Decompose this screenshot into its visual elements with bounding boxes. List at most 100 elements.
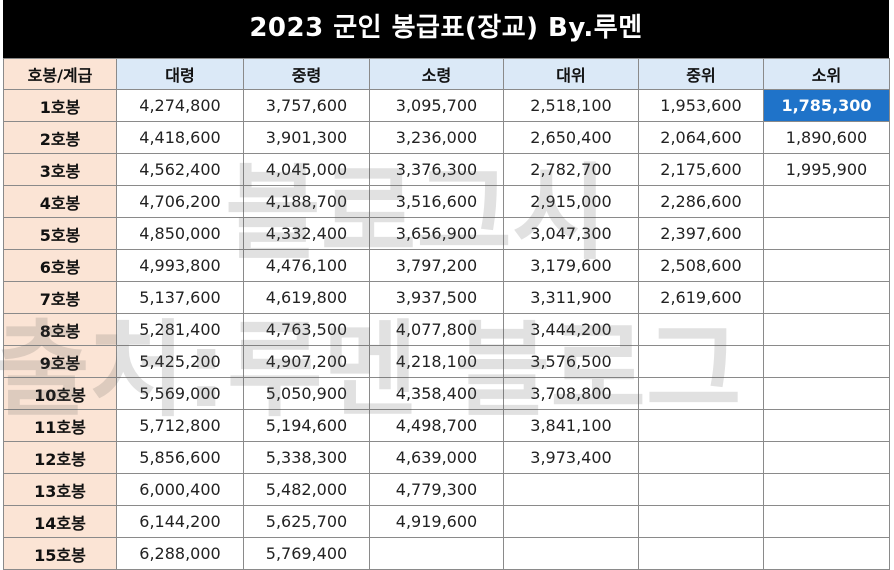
salary-cell[interactable]: 3,047,300 <box>503 217 639 250</box>
salary-cell[interactable]: 4,476,100 <box>243 249 370 282</box>
salary-cell[interactable] <box>638 313 764 346</box>
salary-cell[interactable]: 4,332,400 <box>243 217 370 250</box>
salary-cell[interactable] <box>763 313 890 346</box>
salary-cell[interactable]: 4,779,300 <box>369 473 504 506</box>
salary-cell[interactable]: 5,856,600 <box>116 441 244 474</box>
salary-cell[interactable] <box>638 345 764 378</box>
salary-cell[interactable]: 5,338,300 <box>243 441 370 474</box>
salary-cell[interactable] <box>503 505 639 538</box>
salary-cell[interactable]: 4,358,400 <box>369 377 504 410</box>
salary-cell[interactable] <box>638 377 764 410</box>
salary-cell[interactable]: 4,919,600 <box>369 505 504 538</box>
salary-cell[interactable]: 4,706,200 <box>116 185 244 218</box>
salary-cell[interactable]: 4,907,200 <box>243 345 370 378</box>
salary-cell[interactable]: 1,890,600 <box>763 121 890 154</box>
salary-cell[interactable] <box>638 505 764 538</box>
salary-cell[interactable]: 3,973,400 <box>503 441 639 474</box>
salary-cell[interactable]: 2,915,000 <box>503 185 639 218</box>
salary-cell[interactable]: 5,569,000 <box>116 377 244 410</box>
salary-cell[interactable] <box>763 505 890 538</box>
salary-cell[interactable]: 3,236,000 <box>369 121 504 154</box>
salary-cell[interactable]: 2,619,600 <box>638 281 764 314</box>
salary-cell[interactable]: 4,763,500 <box>243 313 370 346</box>
salary-cell[interactable]: 5,625,700 <box>243 505 370 538</box>
salary-cell[interactable]: 1,785,300 <box>763 89 890 122</box>
salary-cell[interactable]: 5,425,200 <box>116 345 244 378</box>
header-lieutenant-colonel: 중령 <box>243 58 370 90</box>
salary-table: 호봉/계급 대령 중령 소령 대위 중위 소위 1호봉 4,274,800 3,75… <box>3 58 890 570</box>
salary-cell[interactable]: 2,064,600 <box>638 121 764 154</box>
salary-cell[interactable]: 5,769,400 <box>243 537 370 570</box>
salary-cell[interactable] <box>763 249 890 282</box>
salary-cell[interactable]: 3,516,600 <box>369 185 504 218</box>
salary-cell[interactable]: 5,712,800 <box>116 409 244 442</box>
salary-cell[interactable] <box>763 377 890 410</box>
salary-cell[interactable]: 3,656,900 <box>369 217 504 250</box>
salary-cell[interactable]: 4,498,700 <box>369 409 504 442</box>
salary-cell[interactable]: 3,444,200 <box>503 313 639 346</box>
salary-cell[interactable]: 5,281,400 <box>116 313 244 346</box>
salary-cell[interactable]: 1,953,600 <box>638 89 764 122</box>
salary-cell[interactable]: 4,993,800 <box>116 249 244 282</box>
salary-cell[interactable] <box>763 537 890 570</box>
salary-cell[interactable] <box>763 345 890 378</box>
salary-cell[interactable]: 4,274,800 <box>116 89 244 122</box>
salary-cell[interactable] <box>638 537 764 570</box>
salary-cell[interactable]: 3,376,300 <box>369 153 504 186</box>
salary-cell[interactable]: 3,311,900 <box>503 281 639 314</box>
salary-cell[interactable]: 2,397,600 <box>638 217 764 250</box>
salary-cell[interactable]: 3,901,300 <box>243 121 370 154</box>
salary-cell[interactable]: 1,995,900 <box>763 153 890 186</box>
salary-cell[interactable] <box>503 473 639 506</box>
salary-cell[interactable]: 4,562,400 <box>116 153 244 186</box>
salary-cell[interactable]: 5,050,900 <box>243 377 370 410</box>
salary-cell[interactable] <box>638 473 764 506</box>
salary-cell[interactable]: 4,188,700 <box>243 185 370 218</box>
salary-cell[interactable]: 2,175,600 <box>638 153 764 186</box>
salary-cell[interactable]: 6,000,400 <box>116 473 244 506</box>
salary-cell[interactable]: 3,937,500 <box>369 281 504 314</box>
salary-cell[interactable]: 5,194,600 <box>243 409 370 442</box>
header-colonel: 대령 <box>116 58 244 90</box>
salary-cell[interactable]: 2,508,600 <box>638 249 764 282</box>
table-row: 4호봉 4,706,200 4,188,700 3,516,600 2,915,000 2… <box>3 185 890 218</box>
salary-cell[interactable] <box>763 281 890 314</box>
salary-cell[interactable]: 3,095,700 <box>369 89 504 122</box>
table-row: 14호봉 6,144,200 5,625,700 4,919,600 <box>3 505 890 538</box>
salary-cell[interactable]: 4,045,000 <box>243 153 370 186</box>
salary-cell[interactable]: 5,137,600 <box>116 281 244 314</box>
salary-cell[interactable]: 6,288,000 <box>116 537 244 570</box>
salary-cell[interactable] <box>763 217 890 250</box>
row-grade-label: 2호봉 <box>3 121 117 154</box>
salary-cell[interactable]: 2,650,400 <box>503 121 639 154</box>
salary-cell[interactable]: 2,518,100 <box>503 89 639 122</box>
salary-cell[interactable] <box>503 537 639 570</box>
salary-cell[interactable]: 5,482,000 <box>243 473 370 506</box>
header-second-lieutenant: 소위 <box>763 58 890 90</box>
salary-cell[interactable]: 4,077,800 <box>369 313 504 346</box>
salary-cell[interactable]: 6,144,200 <box>116 505 244 538</box>
salary-cell[interactable]: 3,797,200 <box>369 249 504 282</box>
salary-cell[interactable] <box>763 441 890 474</box>
salary-cell[interactable]: 3,757,600 <box>243 89 370 122</box>
salary-cell[interactable] <box>763 409 890 442</box>
salary-cell[interactable]: 4,639,000 <box>369 441 504 474</box>
salary-cell[interactable]: 4,850,000 <box>116 217 244 250</box>
salary-cell[interactable]: 4,418,600 <box>116 121 244 154</box>
row-grade-label: 11호봉 <box>3 409 117 442</box>
row-grade-label: 1호봉 <box>3 89 117 122</box>
salary-cell[interactable]: 4,619,800 <box>243 281 370 314</box>
salary-cell[interactable]: 4,218,100 <box>369 345 504 378</box>
salary-cell[interactable]: 2,782,700 <box>503 153 639 186</box>
salary-cell[interactable] <box>369 537 504 570</box>
salary-cell[interactable]: 3,841,100 <box>503 409 639 442</box>
salary-cell[interactable]: 2,286,600 <box>638 185 764 218</box>
salary-cell[interactable]: 3,576,500 <box>503 345 639 378</box>
salary-cell[interactable] <box>763 473 890 506</box>
row-grade-label: 15호봉 <box>3 537 117 570</box>
salary-cell[interactable] <box>638 441 764 474</box>
salary-cell[interactable]: 3,708,800 <box>503 377 639 410</box>
salary-cell[interactable] <box>638 409 764 442</box>
salary-cell[interactable]: 3,179,600 <box>503 249 639 282</box>
salary-cell[interactable] <box>763 185 890 218</box>
